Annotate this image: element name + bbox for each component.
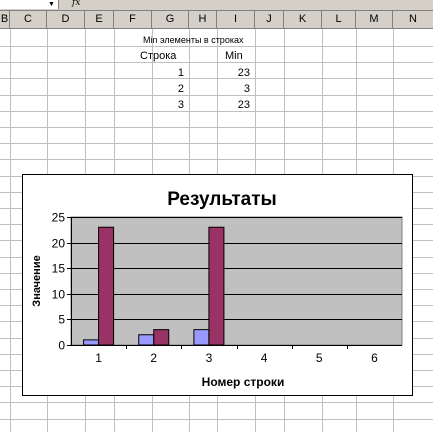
column-header-g[interactable]: G <box>152 11 189 28</box>
column-header-i[interactable]: I <box>217 11 255 28</box>
y-axis-label: Значение <box>31 255 43 306</box>
column-headers: B C D E F G H I J K L M N <box>0 11 433 29</box>
x-tick-label: 3 <box>206 351 213 365</box>
column-header-j[interactable]: J <box>255 11 284 28</box>
column-header-m[interactable]: M <box>356 11 393 28</box>
results-chart[interactable]: Результаты Номер строки Значение 0510152… <box>23 175 412 395</box>
bar-series-1[interactable] <box>83 339 100 346</box>
formula-bar: ▼ fx <box>0 0 433 11</box>
y-tick-label: 0 <box>58 339 65 353</box>
bar-series-2[interactable] <box>153 329 170 346</box>
y-tick-label: 10 <box>52 288 66 302</box>
x-axis-label: Номер строки <box>202 375 285 389</box>
chart-title: Результаты <box>167 189 277 210</box>
column-header-n[interactable]: N <box>409 13 417 25</box>
column-header-f[interactable]: F <box>114 11 152 28</box>
min-value-cell[interactable]: 23 <box>237 99 250 111</box>
row-number-cell[interactable]: 1 <box>177 67 184 79</box>
y-tick-label: 15 <box>52 262 66 276</box>
header-min-label: Min <box>225 50 243 62</box>
plot-area: 0 5 10 15 20 25 1 2 3 4 5 6 <box>52 211 403 365</box>
column-header-h[interactable]: H <box>189 11 217 28</box>
column-header-b[interactable]: B <box>0 11 10 28</box>
x-tick-label: 5 <box>316 351 323 365</box>
y-tick-label: 20 <box>52 237 66 251</box>
y-tick-label: 5 <box>58 313 65 327</box>
x-tick-label: 6 <box>371 351 378 365</box>
plot-background <box>70 216 403 346</box>
x-tick-label: 1 <box>95 351 102 365</box>
column-header-k[interactable]: K <box>284 11 322 28</box>
y-tick-label: 25 <box>52 211 66 225</box>
column-header-e[interactable]: E <box>85 11 114 28</box>
table-title: Min элементы в строках <box>143 35 244 45</box>
column-header-l[interactable]: L <box>322 11 356 28</box>
chart-area[interactable]: Результаты Номер строки Значение 0 5 10 15 2… <box>22 174 413 396</box>
bar-series-2[interactable] <box>98 226 115 346</box>
row-number-cell[interactable]: 3 <box>177 99 184 111</box>
column-header-d[interactable]: D <box>47 11 85 28</box>
x-tick-label: 4 <box>261 351 268 365</box>
x-tick-label: 2 <box>150 351 157 365</box>
bar-series-1[interactable] <box>193 329 210 346</box>
column-header-c[interactable]: C <box>10 11 47 28</box>
bar-series-1[interactable] <box>138 334 155 346</box>
dropdown-arrow-icon[interactable]: ▼ <box>48 1 55 8</box>
header-row-label: Строка <box>140 50 177 62</box>
min-value-cell[interactable]: 3 <box>243 83 250 95</box>
name-box[interactable]: ▼ <box>0 0 59 9</box>
bar-series-2[interactable] <box>208 226 225 346</box>
function-icon[interactable]: fx <box>72 0 81 8</box>
min-value-cell[interactable]: 23 <box>237 67 250 79</box>
row-number-cell[interactable]: 2 <box>177 83 184 95</box>
